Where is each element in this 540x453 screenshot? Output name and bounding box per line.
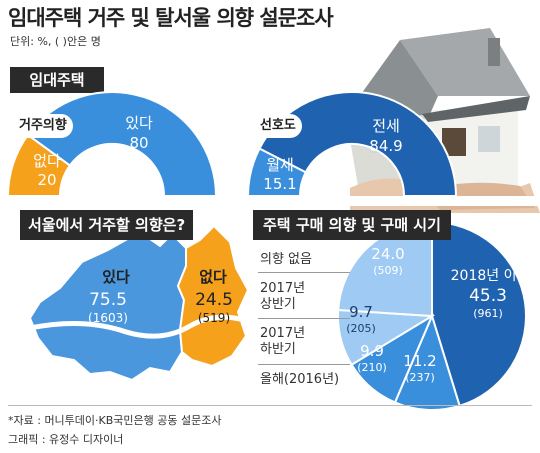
slice-value-2017h2: 9.9 (360, 342, 384, 360)
legend-no-intent: 의향 없음 (260, 252, 312, 267)
footer-divider (8, 405, 532, 406)
slice-value-2016: 11.2 (403, 352, 437, 370)
seoul-no-region (176, 224, 250, 368)
slice-value-2018: 45.3 (469, 286, 507, 306)
slice-count-2018: (961) (473, 307, 503, 320)
section-title-rental: 임대주택 (10, 67, 104, 93)
section-title-seoul: 서울에서 거주할 의향은? (20, 210, 194, 240)
source-note: *자료 : 머니투데이·KB국민은행 공동 설문조사 (8, 414, 222, 427)
han-river-line (29, 314, 245, 339)
slice-count-2017h1: (205) (346, 322, 376, 335)
legend-divider (258, 318, 350, 319)
legend-2017-h1: 2017년 상반기 (260, 281, 306, 312)
credit-note: 그래픽 : 유정수 디자이너 (8, 433, 124, 446)
slice-value-none: 24.0 (371, 245, 405, 263)
slice-2016 (393, 313, 461, 411)
seoul-yes-value: 75.5 (89, 290, 127, 310)
seoul-no-value: 24.5 (195, 290, 233, 310)
residence-intent-label: 거주의향 (13, 114, 73, 138)
section-title-purchase: 주택 구매 의향 및 구매 시기 (253, 210, 451, 240)
preference-label: 선호도 (254, 114, 302, 138)
slice-label-2018: 2018년 이후 (450, 268, 530, 284)
intent-yes-label: 있다 80 (125, 114, 153, 152)
slice-count-none: (509) (373, 264, 403, 277)
seoul-yes-label: 있다 (102, 268, 130, 286)
slice-2018 (431, 220, 527, 408)
intent-yes-slice (26, 91, 218, 197)
legend-divider (258, 272, 350, 273)
slice-count-2017h2: (210) (357, 361, 387, 374)
slice-count-2016: (237) (405, 371, 435, 384)
unit-note: 단위: %, ( )안은 명 (10, 35, 101, 48)
seoul-no-label: 없다 (199, 268, 227, 286)
legend-2017-h2: 2017년 하반기 (260, 326, 306, 357)
pref-jeonse-slice (258, 91, 458, 197)
legend-divider (258, 364, 350, 365)
intent-no-label: 없다 20 (33, 152, 61, 189)
seoul-yes-count: (1603) (88, 311, 128, 325)
pref-jeonse-label: 전세 84.9 (369, 117, 403, 155)
chart-base-mask (0, 196, 540, 206)
slice-value-2017h1: 9.7 (349, 303, 373, 321)
page-title: 임대주택 거주 및 탈서울 의향 설문조사 (8, 6, 334, 30)
legend-2016: 올해(2016년) (260, 372, 340, 387)
pref-monthly-label: 월세 15.1 (263, 156, 297, 193)
seoul-no-count: (519) (197, 311, 231, 325)
